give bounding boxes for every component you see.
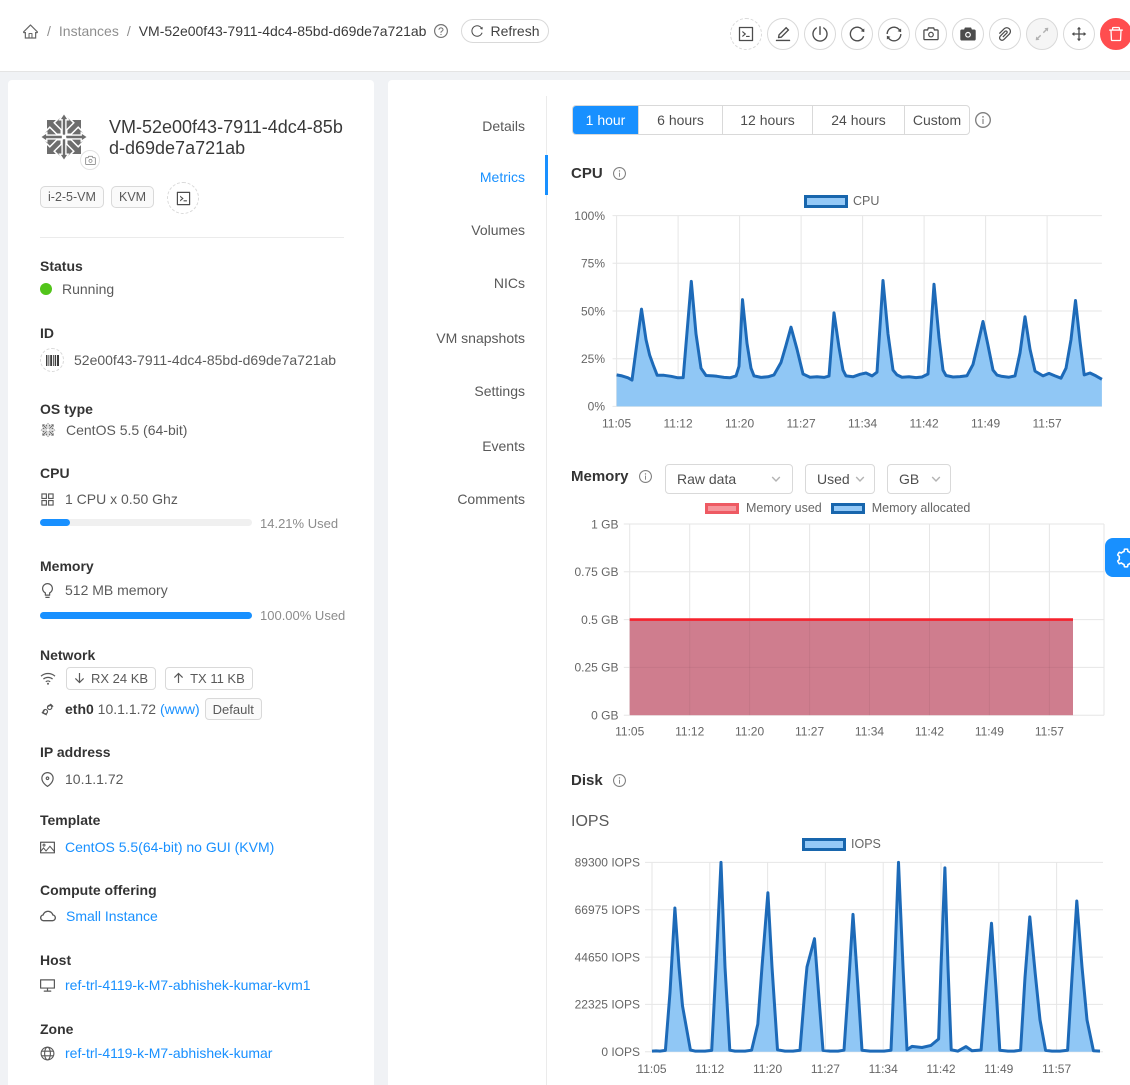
svg-text:11:20: 11:20 [753, 1062, 782, 1076]
svg-text:75%: 75% [581, 257, 605, 271]
svg-text:11:57: 11:57 [1033, 417, 1062, 431]
svg-text:0.5 GB: 0.5 GB [581, 613, 618, 627]
svg-text:89300 IOPS: 89300 IOPS [575, 856, 640, 870]
svg-text:22325 IOPS: 22325 IOPS [575, 998, 640, 1012]
svg-text:11:57: 11:57 [1035, 725, 1064, 739]
svg-text:0.25 GB: 0.25 GB [574, 661, 618, 675]
svg-text:66975 IOPS: 66975 IOPS [575, 903, 640, 917]
svg-text:11:12: 11:12 [675, 725, 704, 739]
svg-text:11:42: 11:42 [926, 1062, 955, 1076]
svg-text:11:27: 11:27 [811, 1062, 840, 1076]
svg-text:44650 IOPS: 44650 IOPS [575, 950, 640, 964]
svg-text:100%: 100% [574, 209, 605, 223]
svg-text:11:49: 11:49 [984, 1062, 1013, 1076]
svg-text:0%: 0% [588, 400, 606, 414]
svg-text:11:42: 11:42 [910, 417, 939, 431]
svg-text:11:05: 11:05 [602, 417, 631, 431]
svg-text:11:49: 11:49 [971, 417, 1000, 431]
svg-text:11:12: 11:12 [664, 417, 693, 431]
svg-text:25%: 25% [581, 352, 605, 366]
svg-text:0.75 GB: 0.75 GB [574, 565, 618, 579]
svg-text:0 GB: 0 GB [591, 709, 618, 723]
svg-text:11:05: 11:05 [615, 725, 644, 739]
svg-text:11:49: 11:49 [975, 725, 1004, 739]
svg-text:11:20: 11:20 [725, 417, 754, 431]
svg-text:11:27: 11:27 [795, 725, 824, 739]
svg-text:11:57: 11:57 [1042, 1062, 1071, 1076]
svg-text:11:12: 11:12 [695, 1062, 724, 1076]
svg-text:11:34: 11:34 [855, 725, 884, 739]
svg-text:50%: 50% [581, 304, 605, 318]
svg-text:1 GB: 1 GB [591, 517, 618, 531]
svg-text:11:27: 11:27 [787, 417, 816, 431]
svg-text:11:34: 11:34 [869, 1062, 898, 1076]
svg-text:11:34: 11:34 [848, 417, 877, 431]
svg-text:11:42: 11:42 [915, 725, 944, 739]
svg-text:11:20: 11:20 [735, 725, 764, 739]
svg-text:0 IOPS: 0 IOPS [601, 1045, 640, 1059]
svg-text:11:05: 11:05 [637, 1062, 666, 1076]
